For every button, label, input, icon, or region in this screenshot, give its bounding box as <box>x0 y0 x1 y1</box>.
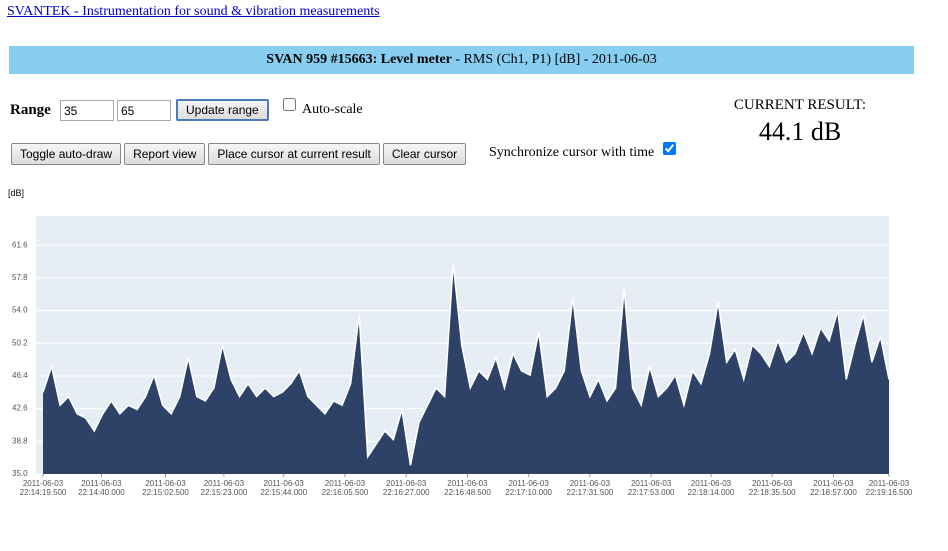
cursor-button[interactable]: Place cursor at current result <box>208 143 380 165</box>
sync-checkbox[interactable] <box>663 142 676 155</box>
y-tick-label: 57.8 <box>12 273 28 282</box>
range-min[interactable] <box>60 100 114 121</box>
x-tick-label: 2011-06-03 22:15:44.000 <box>260 479 308 497</box>
result-label: CURRENT RESULT: <box>733 97 867 113</box>
range-max[interactable] <box>117 100 171 121</box>
title-bold: SVAN 959 #15663: Level meter <box>266 52 452 67</box>
button-row: Toggle auto-draw Report view Place curso… <box>11 143 467 165</box>
x-tick-label: 2011-06-03 22:17:10.000 <box>505 479 553 497</box>
x-tick-label: 2011-06-03 22:15:23.000 <box>200 479 248 497</box>
header-bar: SVAN 959 #15663: Level meter - RMS (Ch1,… <box>9 46 914 74</box>
y-tick-label: 38.8 <box>12 436 28 445</box>
x-tick-label: 2011-06-03 22:18:14.000 <box>687 479 735 497</box>
clear-button[interactable]: Clear cursor <box>382 143 467 165</box>
title-rest: - RMS (Ch1, P1) [dB] - 2011-06-03 <box>451 52 657 67</box>
x-tick-label: 2011-06-03 22:14:40.000 <box>78 479 125 497</box>
line <box>42 263 890 466</box>
sync-label: Synchronize cursor with time <box>489 145 655 160</box>
y-tick-label: 46.4 <box>12 371 28 380</box>
x-tick-label: 2011-06-03 22:19:16.500 <box>865 479 913 497</box>
y-tick-label: 61.6 <box>12 240 28 249</box>
y-tick-label: 42.6 <box>12 404 28 413</box>
x-tick-label: 2011-06-03 22:17:53.000 <box>627 479 675 497</box>
toggle-button[interactable]: Toggle auto-draw <box>11 143 122 165</box>
report-button[interactable]: Report view <box>124 143 206 165</box>
y-tick-label: 35.0 <box>12 469 28 478</box>
x-tick-label: 2011-06-03 22:14:19.500 <box>19 479 67 497</box>
x-tick-label: 2011-06-03 22:16:05.500 <box>321 479 369 497</box>
range-label: Range <box>10 102 51 118</box>
home-link[interactable]: SVANTEK - Instrumentation for sound & vi… <box>7 4 380 19</box>
x-tick-label: 2011-06-03 22:18:35.500 <box>748 479 796 497</box>
y-unit: [dB] <box>8 188 25 198</box>
x-tick-label: 2011-06-03 22:17:31.500 <box>566 479 614 497</box>
x-tick-label: 2011-06-03 22:18:57.000 <box>810 479 857 497</box>
x-tick-label: 2011-06-03 22:16:27.000 <box>382 479 430 497</box>
x-tick-label: 2011-06-03 22:15:02.500 <box>142 479 189 497</box>
autoscale-label: Auto-scale <box>302 102 363 117</box>
autoscale-checkbox[interactable] <box>283 98 296 111</box>
x-tick-label: 2011-06-03 22:16:48.500 <box>444 479 491 497</box>
y-tick-label: 50.2 <box>12 338 28 347</box>
y-tick-label: 54.0 <box>12 306 28 315</box>
update-button[interactable]: Update range <box>176 99 269 121</box>
result-value: 44.1 dB <box>758 117 842 146</box>
